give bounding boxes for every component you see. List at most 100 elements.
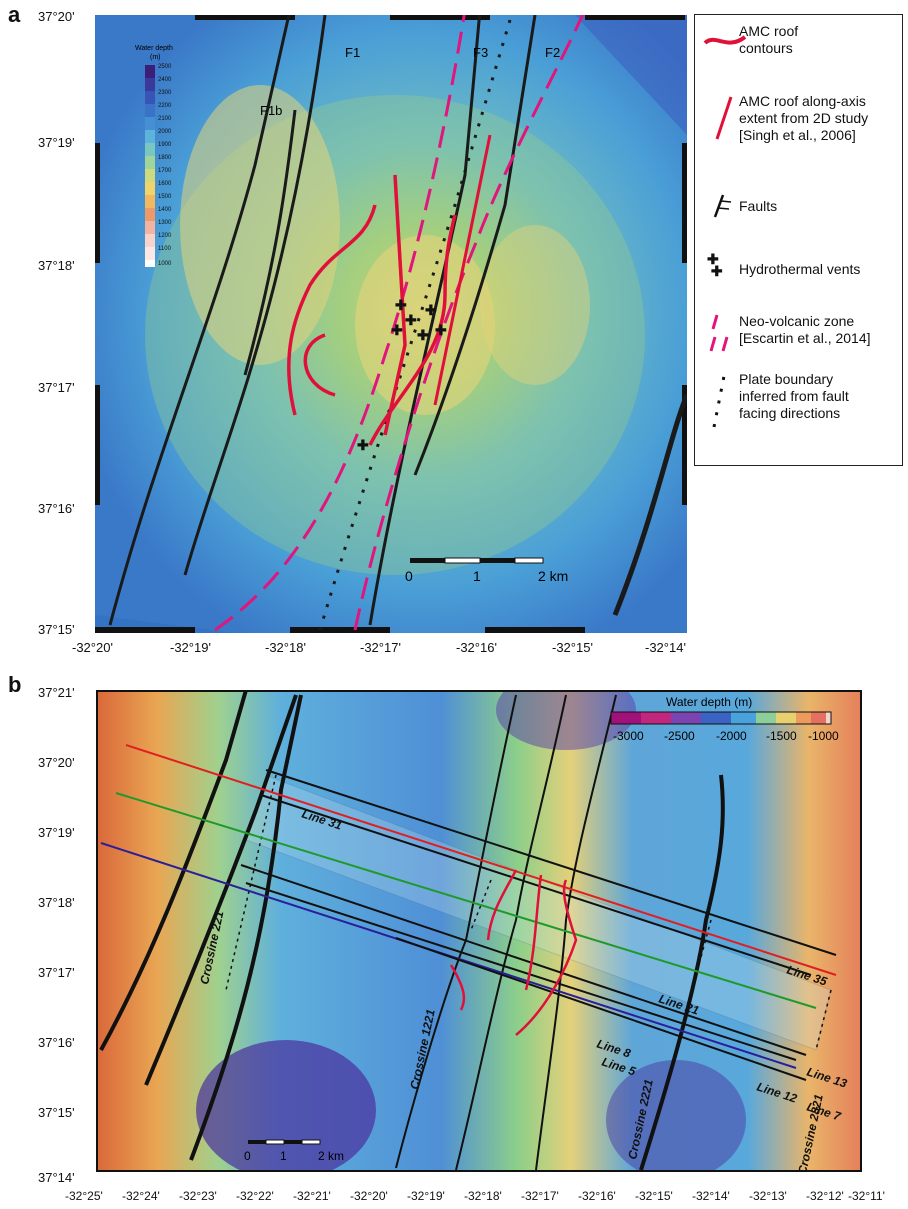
colorbar-a-tick: 1100: [158, 246, 172, 252]
legend-amc2d-line1: AMC roof along-axis: [739, 93, 866, 109]
colorbar-a-tick: 1800: [158, 155, 172, 161]
panel-a-letter: a: [8, 2, 21, 27]
scale-a-tick: 1: [473, 568, 481, 584]
legend: AMC roof contours AMC roof along-axis ex…: [694, 14, 903, 466]
lat-label: 37°16': [38, 501, 75, 516]
nvz-symbol: [709, 314, 729, 352]
colorbar-b: Water depth (m) -3000 -2500 -2000 -1500 …: [610, 695, 839, 743]
lat-label: 37°14': [38, 1170, 75, 1185]
vent-symbol-icon: ✚ ✚: [707, 251, 723, 279]
lon-label: -32°20': [350, 1189, 388, 1203]
lat-label: 37°17': [38, 965, 75, 980]
legend-plate-line3: facing directions: [739, 405, 841, 421]
colorbar-a-tick: 2000: [158, 129, 172, 135]
lon-label: -32°21': [293, 1189, 331, 1203]
lat-label: 37°20': [38, 9, 75, 24]
colorbar-a: [145, 65, 155, 267]
lon-label: -32°24': [122, 1189, 160, 1203]
lon-label: -32°12': [806, 1189, 844, 1203]
lat-label: 37°19': [38, 135, 75, 150]
colorbar-a-tick: 1300: [158, 220, 172, 226]
scale-a-tick: 0: [405, 568, 413, 584]
plate-boundary-symbol: [712, 370, 727, 428]
fault-label-f1: F1: [345, 45, 360, 60]
svg-text:✚: ✚: [417, 327, 429, 343]
colorbar-b-tick: -1000: [808, 729, 839, 743]
bathymetry-map-a: ✚✚ ✚✚ ✚✚ ✚ F1 F1b F3 F2 Water depth (m): [95, 15, 687, 633]
legend-plate-line2: inferred from fault: [739, 388, 849, 404]
lon-label: -32°18': [464, 1189, 502, 1203]
lat-label: 37°15': [38, 1105, 75, 1120]
svg-text:✚: ✚: [357, 437, 369, 453]
lat-label: 37°18': [38, 258, 75, 273]
colorbar-b-tick: -3000: [613, 729, 644, 743]
colorbar-a-tick: 1700: [158, 168, 172, 174]
colorbar-a-tick: 2400: [158, 77, 172, 83]
scale-bar-a: 0 1 2 km: [405, 557, 568, 584]
svg-text:✚: ✚: [425, 302, 437, 318]
colorbar-b-title: Water depth (m): [666, 695, 752, 709]
colorbar-a-tick: 2300: [158, 90, 172, 96]
lon-label: -32°22': [236, 1189, 274, 1203]
legend-amc-line1: AMC roof: [739, 23, 799, 39]
scale-b-tick: 2 km: [318, 1149, 344, 1163]
colorbar-b-tick: -2500: [664, 729, 695, 743]
fault-symbol-icon: [713, 194, 732, 218]
lon-label: -32°16': [456, 640, 497, 655]
amc-contour-symbol: [703, 35, 747, 45]
lon-label: -32°18': [265, 640, 306, 655]
svg-text:✚: ✚: [435, 322, 447, 338]
lon-label: -32°11': [848, 1189, 885, 1203]
lon-label: -32°13': [749, 1189, 787, 1203]
legend-amc2d-line3: [Singh et al., 2006]: [739, 127, 856, 143]
lon-label: -32°16': [578, 1189, 616, 1203]
scale-a-tick: 2 km: [538, 568, 568, 584]
legend-nvz-line1: Neo-volcanic zone: [739, 313, 855, 329]
colorbar-b-tick: -2000: [716, 729, 747, 743]
colorbar-a-tick: 1600: [158, 181, 172, 187]
fault-label-f1b: F1b: [260, 103, 282, 118]
colorbar-a-tick: 2100: [158, 116, 172, 122]
lat-label: 37°19': [38, 825, 75, 840]
bathymetry-map-b: Line 31 Line 35 Line 21 Line 8 Line 5 Li…: [96, 690, 862, 1172]
lat-label: 37°20': [38, 755, 75, 770]
panel-b: 37°21' 37°20' 37°19' 37°18' 37°17' 37°16…: [0, 670, 908, 1209]
lat-label: 37°18': [38, 895, 75, 910]
colorbar-a-tick: 2500: [158, 64, 172, 70]
svg-text:✚: ✚: [391, 322, 403, 338]
svg-text:✚: ✚: [395, 297, 407, 313]
colorbar-b-tick: -1500: [766, 729, 797, 743]
scale-b-tick: 0: [244, 1149, 251, 1163]
lon-label: -32°17': [360, 640, 401, 655]
lon-label: -32°25': [65, 1189, 103, 1203]
legend-amc-line2: contours: [739, 40, 793, 56]
colorbar-a-tick: 1900: [158, 142, 172, 148]
legend-nvz-line2: [Escartin et al., 2014]: [739, 330, 871, 346]
scale-b-tick: 1: [280, 1149, 287, 1163]
legend-amc2d-line2: extent from 2D study: [739, 110, 869, 126]
lon-label: -32°17': [521, 1189, 559, 1203]
panel-a: 37°20' 37°19' 37°18' 37°17' 37°16' 37°15…: [38, 9, 903, 655]
lat-label: 37°15': [38, 622, 75, 637]
lon-label: -32°19': [407, 1189, 445, 1203]
lon-label: -32°15': [552, 640, 593, 655]
colorbar-a-tick: 1000: [158, 261, 172, 267]
lat-label: 37°17': [38, 380, 75, 395]
colorbar-a-tick: 1200: [158, 233, 172, 239]
lat-label: 37°21': [38, 685, 75, 700]
colorbar-a-title: Water depth: [135, 45, 173, 52]
lon-label: -32°15': [635, 1189, 673, 1203]
svg-text:✚: ✚: [405, 312, 417, 328]
lon-label: -32°19': [170, 640, 211, 655]
lon-label: -32°14': [692, 1189, 730, 1203]
colorbar-a-tick: 1400: [158, 207, 172, 213]
fault-label-f3: F3: [473, 45, 488, 60]
lon-label: -32°23': [179, 1189, 217, 1203]
legend-plate-line1: Plate boundary: [739, 371, 834, 387]
amc-2d-symbol: [715, 96, 733, 140]
fault-label-f2: F2: [545, 45, 560, 60]
colorbar-a-tick: 2200: [158, 103, 172, 109]
panel-b-letter: b: [8, 672, 22, 697]
lon-label: -32°20': [72, 640, 113, 655]
lat-label: 37°16': [38, 1035, 75, 1050]
